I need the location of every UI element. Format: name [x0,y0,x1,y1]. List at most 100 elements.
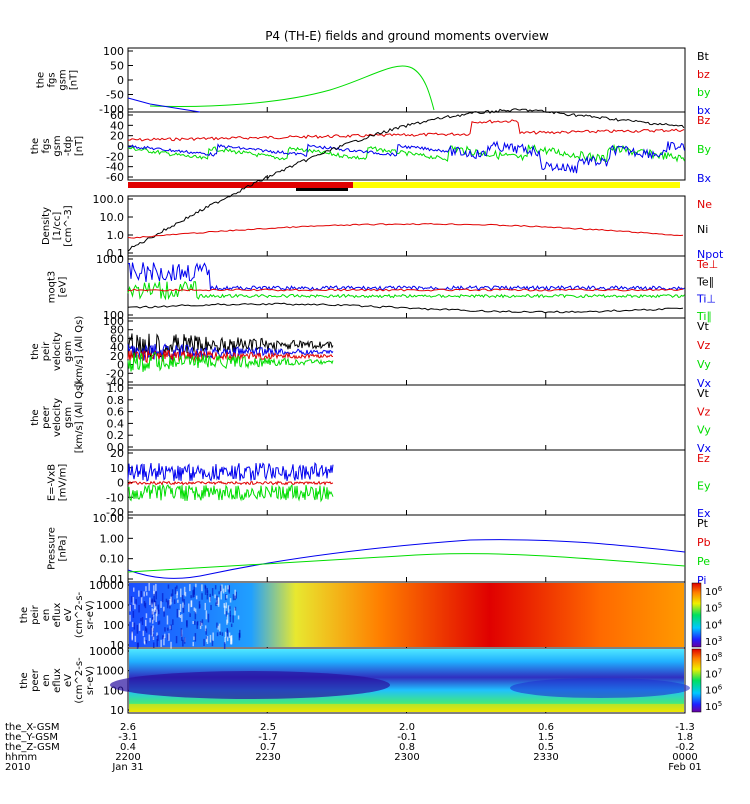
legend-entry: Vz [697,339,711,352]
panel-10-spectrogram [110,648,702,713]
legend-entry: Te⊥ [696,258,718,271]
y-tick-label: -20 [106,506,124,519]
x-axis-value: 1.8 [677,732,693,743]
y-tick-label: -60 [106,171,124,184]
legend-entry: By [697,143,712,156]
series-By [127,143,685,163]
legend-entry: bx [697,104,711,117]
legend-entry: Vt [697,387,710,400]
y-tick-label: 0.01 [100,573,125,586]
y-tick-label: 0 [117,140,124,153]
legend-entry: Pb [697,536,711,549]
y-tick-label: 40 [110,119,124,132]
x-axis-value: 2.6 [120,722,136,733]
panel-frame [127,47,686,113]
y-tick-label: 100 [103,45,124,58]
legend-entry: Pi [697,574,706,587]
y-tick-label: 0.1 [107,247,125,260]
y-tick-label: 10 [110,639,124,652]
panel-2-series [127,119,685,174]
x-axis-value: 2.0 [399,722,415,733]
panel-frame [127,514,686,583]
y-axis-label: thepeervelocitygsm[km/s] (All Qs) [30,382,85,454]
series-Ez [127,480,334,486]
y-tick-label: 80 [110,324,124,337]
y-tick-label: -10 [106,491,124,504]
legend-entry: Vx [697,377,712,390]
y-tick-label: 100 [103,315,124,328]
panel-8-series [127,539,686,579]
legend-entry: Bt [697,50,710,63]
series-Ex [127,461,334,482]
colorbar-label: 103 [705,635,722,648]
y-axis-label: thefgsgsm[nT] [36,69,80,90]
series-by [149,65,435,111]
series-Pi [127,539,686,579]
x-axis-value: -0.2 [675,742,695,753]
x-axis-row-label: the_Z-GSM [5,742,60,753]
y-tick-label: 0.4 [107,417,125,430]
x-axis-value: -0.1 [397,732,417,743]
legend-entry: Bx [697,172,712,185]
panel-9-spectrogram [129,582,702,650]
colorbar-label: 106 [705,585,723,598]
y-tick-label: 1000 [96,599,124,612]
y-tick-label: -40 [106,161,124,174]
x-axis-value: Jan 31 [111,762,143,773]
x-axis-value: 2200 [115,752,140,763]
mode-bar-yellow [353,182,680,188]
y-tick-label: -40 [106,376,124,389]
y-tick-label: 0.2 [107,429,125,442]
legend-entry: Ne [697,198,712,211]
x-axis-value: 2230 [255,752,280,763]
y-tick-label: 60 [110,109,124,122]
series-Ne [127,222,684,239]
legend-entry: by [697,86,711,99]
y-tick-label: 1.0 [107,382,125,395]
x-axis-value: 0.5 [538,742,554,753]
legend-entry: Vx [697,442,712,455]
y-axis-label: Pressure[nPa] [47,527,69,570]
legend-entry: bz [697,68,710,81]
legend-entry: Ez [697,452,710,465]
legend-entry: Bz [697,114,711,127]
panel-frame [127,111,686,181]
x-axis-row-label: the_Y-GSM [5,732,58,743]
y-axis-label: moqt3[eV] [47,271,69,304]
y-tick-label: 0.0 [107,441,125,454]
panel-frame [127,317,686,386]
y-tick-label: 10 [110,462,124,475]
y-tick-label: 0 [117,477,124,490]
y-tick-label: 100 [103,309,124,322]
y-tick-label: 100 [103,619,124,632]
panel-10: 10000100010010thepeerenefluxeV(cm^2-s-sr… [19,645,686,717]
x-axis-value: -1.3 [675,722,695,733]
y-tick-label: 0.10 [100,553,125,566]
y-tick-label: 0.6 [107,406,125,419]
electron-colorbar [691,648,702,713]
y-axis-label: E=-VxB[mV/m] [47,464,69,502]
legend-entry: Npot [697,248,724,261]
y-tick-label: 1000 [96,253,124,266]
panel-4-series [127,262,685,314]
legend-entry: Ti∥ [696,310,712,323]
y-axis-label: thepeerenefluxeV(cm^2-s-sr-eV) [19,657,96,704]
y-tick-label: 0 [117,74,124,87]
panel-4: 1000 100 moqt3[eV] Te⊥ Te∥ Ti⊥ Ti∥ [47,253,719,323]
x-axis-row-label: 2010 [5,762,30,773]
series-Ti-par [127,281,685,301]
legend-entry: Ti⊥ [696,293,716,306]
panel-9: 10000 1000 100 10 thepeirenefluxeV(cm^2-s-sr… [19,579,686,652]
colorbar-label: 105 [705,602,722,615]
colorbar-label: 106 [705,684,723,697]
mode-bar-black [296,188,348,191]
x-axis-value: 0.8 [399,742,415,753]
colorbar-label: 104 [705,618,723,631]
legend-entry: Te∥ [696,275,714,288]
x-axis-value: 0000 [672,752,697,763]
chart-title: P4 (TH-E) fields and ground moments over… [265,29,549,43]
y-tick-label: 0.8 [107,394,125,407]
